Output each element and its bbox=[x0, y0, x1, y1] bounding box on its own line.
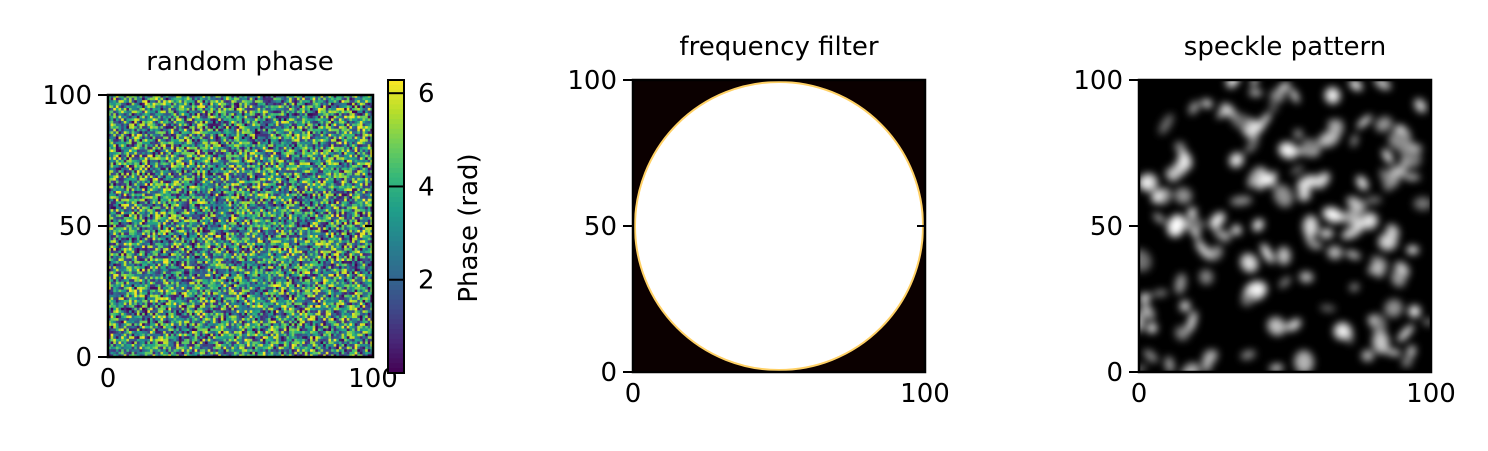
colorbar-tick-label: 6 bbox=[418, 79, 435, 109]
colorbar-gradient bbox=[388, 80, 404, 374]
filter-circle bbox=[634, 81, 924, 371]
speckle-pattern-xtick-label: 100 bbox=[1406, 379, 1456, 409]
random-phase-title: random phase bbox=[146, 47, 334, 77]
speckle-pattern-xtick-label: 0 bbox=[1131, 379, 1148, 409]
speckle-pattern-ytick-label: 0 bbox=[1106, 358, 1123, 388]
colorbar-tick-label: 2 bbox=[418, 266, 435, 296]
panel-frequency-filter: frequency filter 0 100 0 50 100 bbox=[567, 32, 949, 409]
frequency-filter-ytick-label: 50 bbox=[584, 212, 617, 242]
colorbar-frame bbox=[387, 79, 405, 374]
phase-colorbar: 2 4 6 Phase (rad) bbox=[387, 79, 484, 374]
speckle-pattern-image bbox=[1139, 80, 1431, 372]
random-phase-ytick-label: 100 bbox=[42, 81, 92, 111]
random-phase-image bbox=[108, 95, 373, 357]
speckle-pattern-axes: 0 100 0 50 100 bbox=[1073, 66, 1455, 409]
speckle-pattern-ytick-label: 100 bbox=[1073, 66, 1123, 96]
frequency-filter-xtick-label: 0 bbox=[625, 379, 642, 409]
frequency-filter-ytick-label: 100 bbox=[567, 66, 617, 96]
frequency-filter-title: frequency filter bbox=[679, 32, 878, 62]
speckle-pattern-title: speckle pattern bbox=[1184, 32, 1386, 62]
frequency-filter-xtick-label: 100 bbox=[900, 379, 950, 409]
random-phase-xtick-label: 0 bbox=[100, 364, 117, 394]
colorbar-tick-label: 4 bbox=[418, 172, 435, 202]
random-phase-ytick-label: 50 bbox=[59, 212, 92, 242]
frequency-filter-ytick-label: 0 bbox=[600, 358, 617, 388]
speckle-pattern-ytick-label: 50 bbox=[1090, 212, 1123, 242]
colorbar-ticks: 2 4 6 bbox=[388, 79, 435, 296]
panel-speckle-pattern: speckle pattern 0 100 0 50 100 bbox=[1073, 32, 1455, 409]
colorbar-label: Phase (rad) bbox=[454, 153, 484, 302]
random-phase-ytick-label: 0 bbox=[75, 343, 92, 373]
frequency-filter-axes: 0 100 0 50 100 bbox=[567, 66, 949, 409]
